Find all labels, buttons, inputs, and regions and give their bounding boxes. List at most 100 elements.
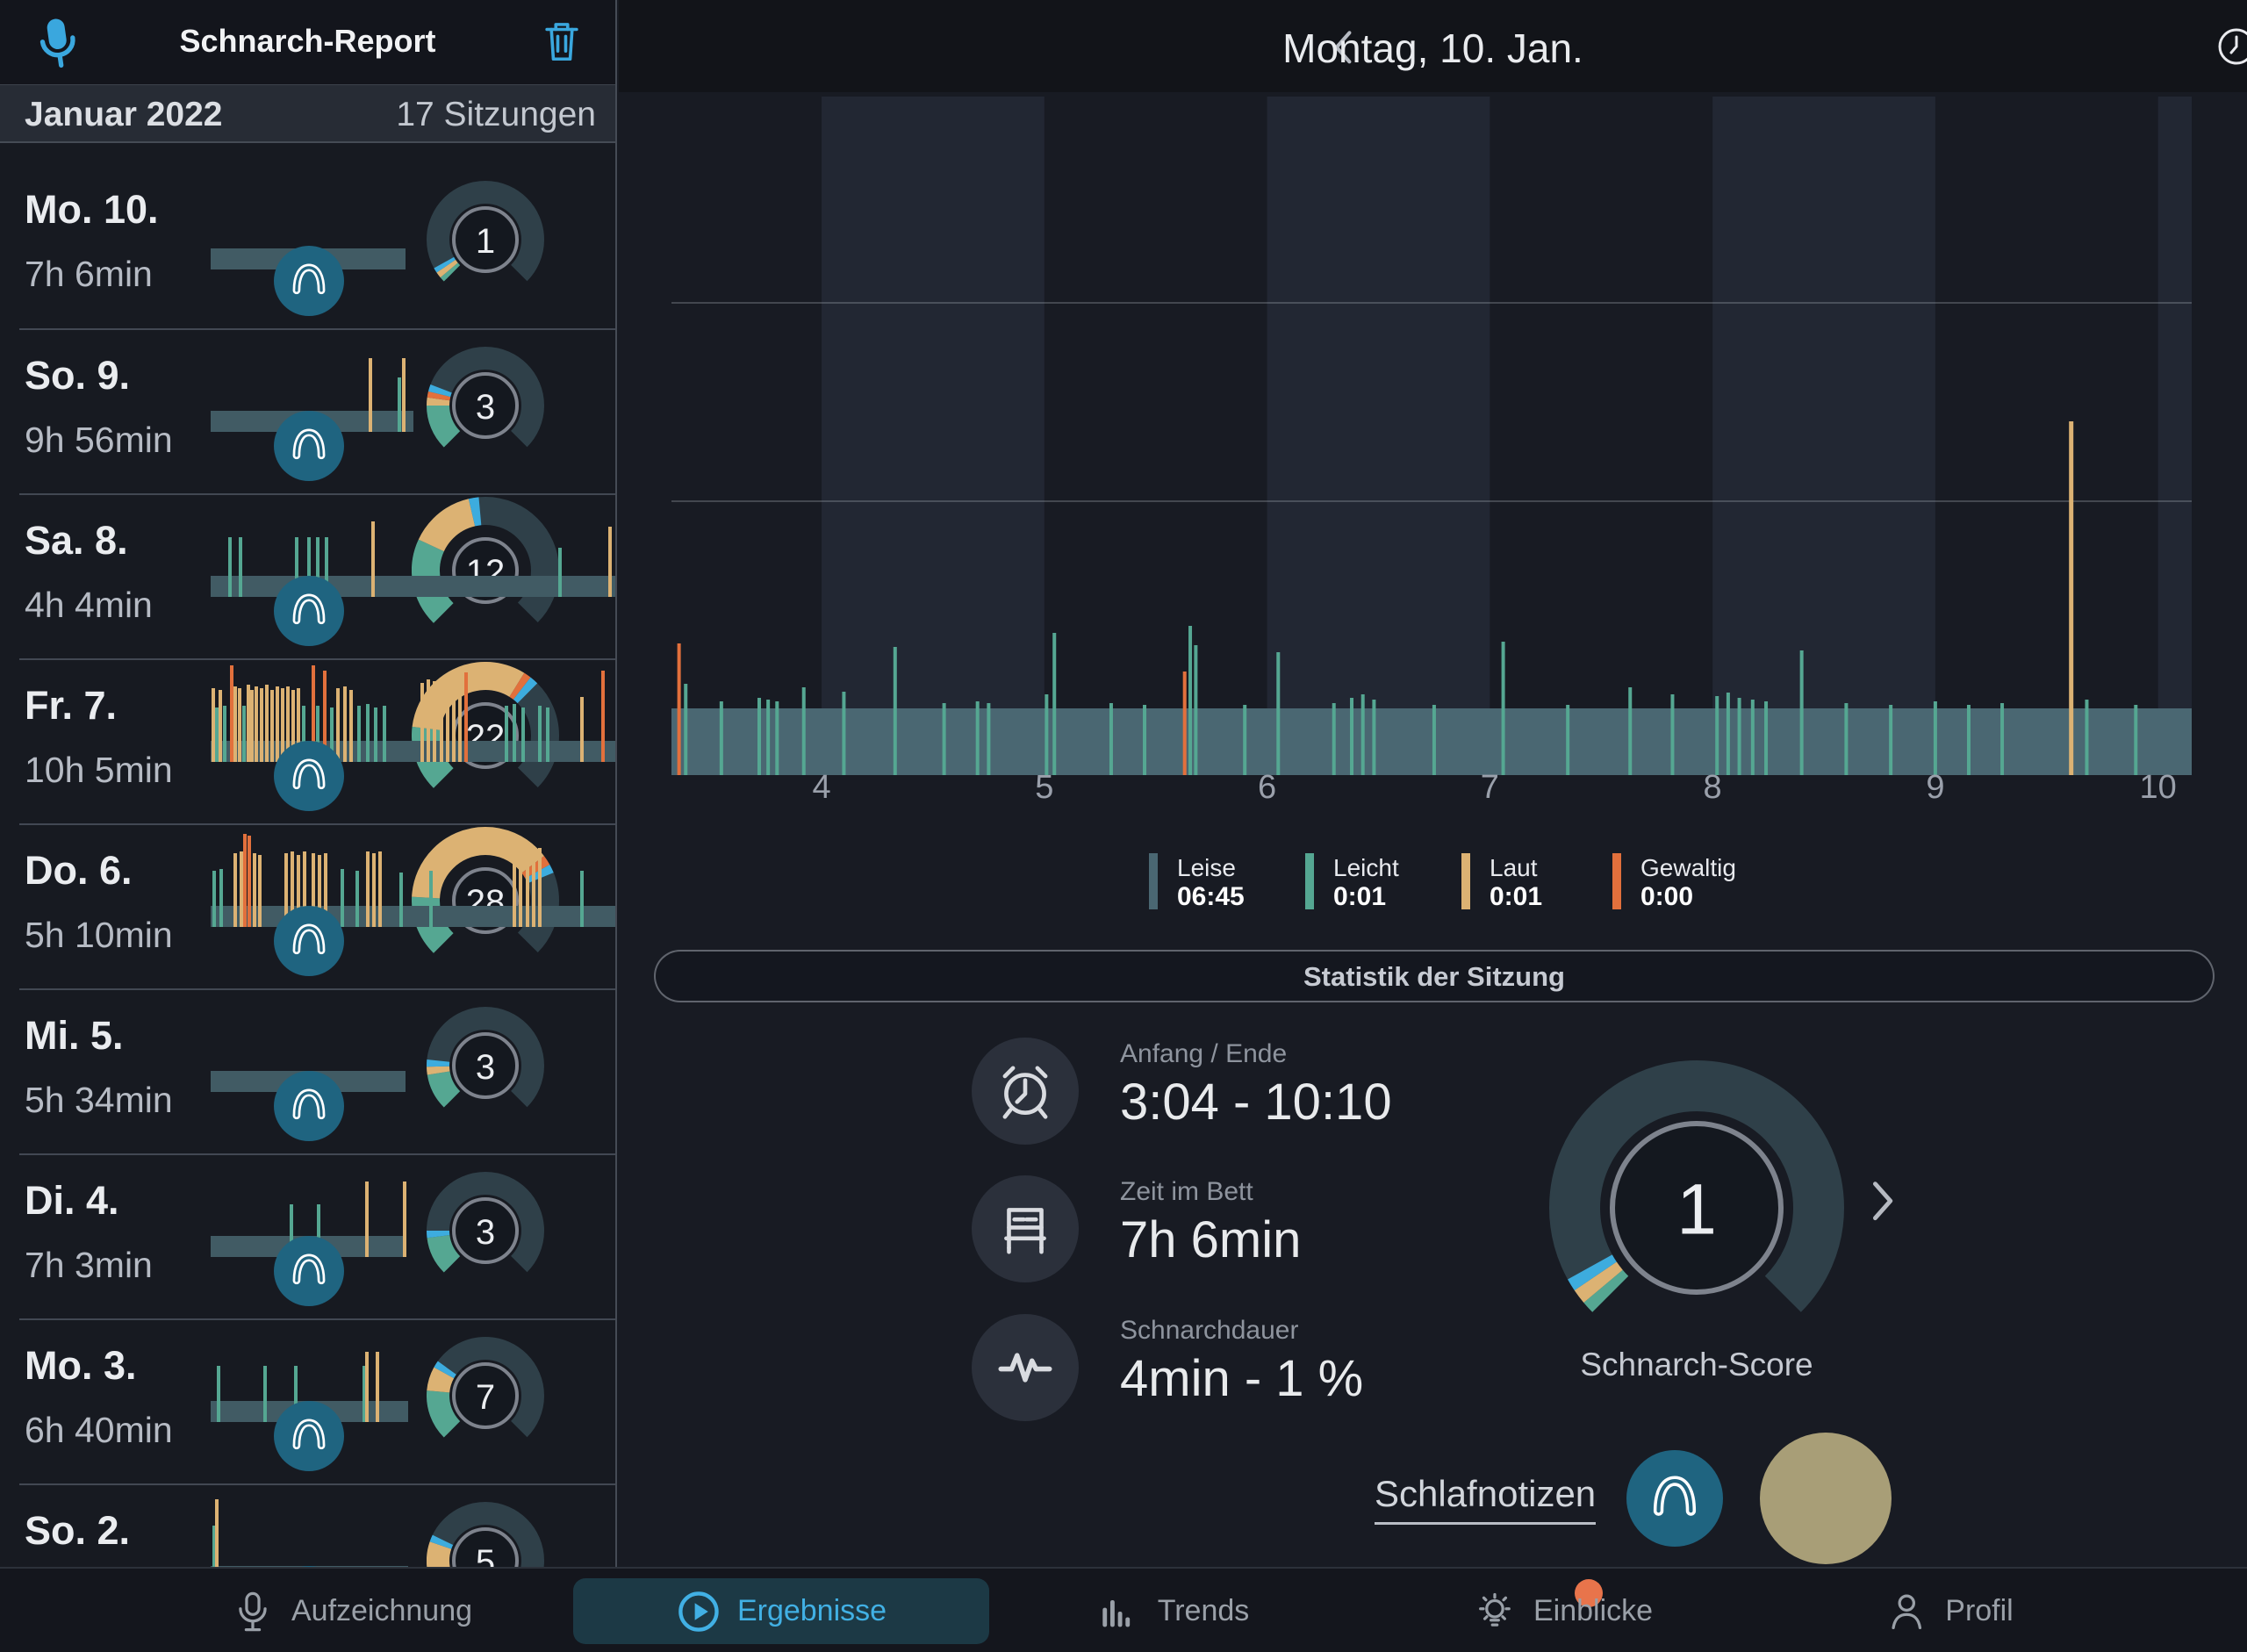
microphone-icon [230, 1589, 276, 1634]
person-icon [1884, 1589, 1929, 1634]
month-label: Januar 2022 [25, 96, 223, 133]
x-axis-tick: 10 [2139, 769, 2177, 806]
clock-icon[interactable] [2216, 26, 2247, 67]
session-duration: 7h 3min [25, 1245, 153, 1285]
legend-swatch [1461, 853, 1470, 909]
session-row[interactable]: So. 9. 9h 56min 3 [0, 330, 615, 495]
stat-value: 7h 6min [1120, 1211, 1302, 1268]
session-list: Mo. 10. 7h 6min 1 So. 9. 9h 56min 3 Sa. 8. 4h 4… [0, 145, 615, 1567]
microphone-icon[interactable] [30, 14, 86, 70]
tab-label: Ergebnisse [736, 1594, 887, 1627]
waveform-base-band [211, 576, 615, 597]
session-day: Mi. 5. [25, 1013, 124, 1058]
session-waveform [211, 1485, 408, 1567]
legend-item: Leise 06:45 [1149, 853, 1245, 911]
mouthguard-icon [274, 1401, 344, 1471]
session-day: Mo. 10. [25, 187, 159, 232]
active-tab-pill [573, 1578, 989, 1644]
mouthguard-icon [274, 576, 344, 646]
session-row[interactable]: Mo. 10. 7h 6min 1 [0, 145, 615, 330]
tab-ergebnisse[interactable]: Ergebnisse [676, 1569, 887, 1652]
session-row[interactable]: Mo. 3. 6h 40min 7 [0, 1320, 615, 1485]
mouthguard-icon [274, 741, 344, 811]
session-score-ring: 5 [427, 1502, 544, 1567]
session-date-title: Montag, 10. Jan. [1282, 25, 1583, 71]
session-duration: 6h 40min [25, 1410, 173, 1450]
session-waveform [211, 825, 615, 927]
session-day: Di. 4. [25, 1178, 119, 1223]
tab-label: Trends [1157, 1594, 1250, 1627]
play-icon [676, 1589, 721, 1634]
tab-label: Aufzeichnung [291, 1594, 473, 1627]
mouthguard-icon [274, 1566, 344, 1567]
waveform-base-band [211, 906, 615, 927]
legend-swatch [1305, 853, 1314, 909]
session-score-ring: 1 [427, 181, 544, 298]
tab-profil[interactable]: Profil [1884, 1569, 2014, 1652]
session-row[interactable]: So. 2. 5 [0, 1485, 615, 1567]
stat-label: Schnarchdauer [1120, 1316, 1299, 1345]
session-duration: 5h 34min [25, 1080, 173, 1120]
sleep-notes-link[interactable]: Schlafnotizen [1375, 1473, 1597, 1525]
session-count: 17 Sitzungen [396, 96, 596, 133]
legend-swatch [1612, 853, 1621, 909]
snore-score-label: Schnarch-Score [1580, 1347, 1813, 1383]
svg-text:1: 1 [1676, 1170, 1717, 1250]
session-day: Mo. 3. [25, 1343, 137, 1388]
session-score-ring: 12 [412, 497, 559, 644]
svg-text:3: 3 [476, 1213, 495, 1252]
notification-dot [1575, 1579, 1603, 1607]
svg-text:3: 3 [476, 1048, 495, 1087]
bed-icon [972, 1175, 1079, 1282]
sidebar-header: Schnarch-Report [0, 0, 615, 84]
session-score-ring: 3 [427, 347, 544, 464]
stat-value: 3:04 - 10:10 [1120, 1074, 1392, 1131]
tab-einblicke[interactable]: Einblicke [1472, 1569, 1653, 1652]
legend-label: Laut [1490, 854, 1538, 881]
legend-item: Leicht 0:01 [1305, 853, 1399, 911]
svg-text:5: 5 [476, 1543, 495, 1567]
sidebar-title: Schnarch-Report [179, 23, 436, 59]
snore-score-gauge: 1 [1549, 1060, 1844, 1355]
trash-icon[interactable] [538, 18, 585, 65]
legend-text: Laut 0:01 [1490, 853, 1542, 911]
tab-trends[interactable]: Trends [1096, 1569, 1250, 1652]
svg-text:7: 7 [476, 1378, 495, 1417]
session-waveform [211, 495, 615, 597]
bar-chart-icon [1096, 1589, 1142, 1634]
tab-aufzeichnung[interactable]: Aufzeichnung [230, 1569, 472, 1652]
mouthguard-icon [274, 246, 344, 316]
alarm-clock-icon [972, 1038, 1079, 1145]
legend-label: Leicht [1333, 854, 1399, 881]
waveform-icon [972, 1314, 1079, 1421]
mouthguard-icon [274, 906, 344, 976]
month-row: Januar 2022 17 Sitzungen [0, 84, 615, 143]
chevron-left-icon[interactable] [1325, 26, 1363, 67]
chevron-right-icon[interactable] [1859, 1176, 1905, 1239]
session-row[interactable]: Fr. 7. 10h 5min 22 [0, 660, 615, 825]
x-axis-tick: 4 [812, 769, 831, 806]
session-duration: 10h 5min [25, 750, 173, 790]
legend-label: Leise [1177, 854, 1236, 881]
lightbulb-icon [1472, 1589, 1518, 1634]
legend-text: Gewaltig 0:00 [1640, 853, 1736, 911]
legend-label: Gewaltig [1640, 854, 1736, 881]
session-row[interactable]: Mi. 5. 5h 34min 3 [0, 990, 615, 1155]
mouthguard-icon [274, 411, 344, 481]
session-row[interactable]: Sa. 8. 4h 4min 12 [0, 495, 615, 660]
main-header: Montag, 10. Jan. [619, 0, 2247, 92]
legend-text: Leise 06:45 [1177, 853, 1245, 911]
session-waveform [211, 660, 615, 762]
svg-text:1: 1 [476, 222, 495, 261]
add-note-button[interactable] [1760, 1433, 1892, 1564]
session-duration: 4h 4min [25, 585, 153, 625]
session-row[interactable]: Di. 4. 7h 3min 3 [0, 1155, 615, 1320]
legend-value: 0:01 [1333, 882, 1387, 911]
mouthguard-button[interactable] [1626, 1450, 1723, 1547]
legend-item: Gewaltig 0:00 [1612, 853, 1736, 911]
session-score-ring: 7 [427, 1337, 544, 1454]
session-row[interactable]: Do. 6. 5h 10min 28 [0, 825, 615, 990]
session-statistics-button[interactable]: Statistik der Sitzung [654, 950, 2215, 1002]
legend-value: 0:00 [1640, 882, 1694, 911]
